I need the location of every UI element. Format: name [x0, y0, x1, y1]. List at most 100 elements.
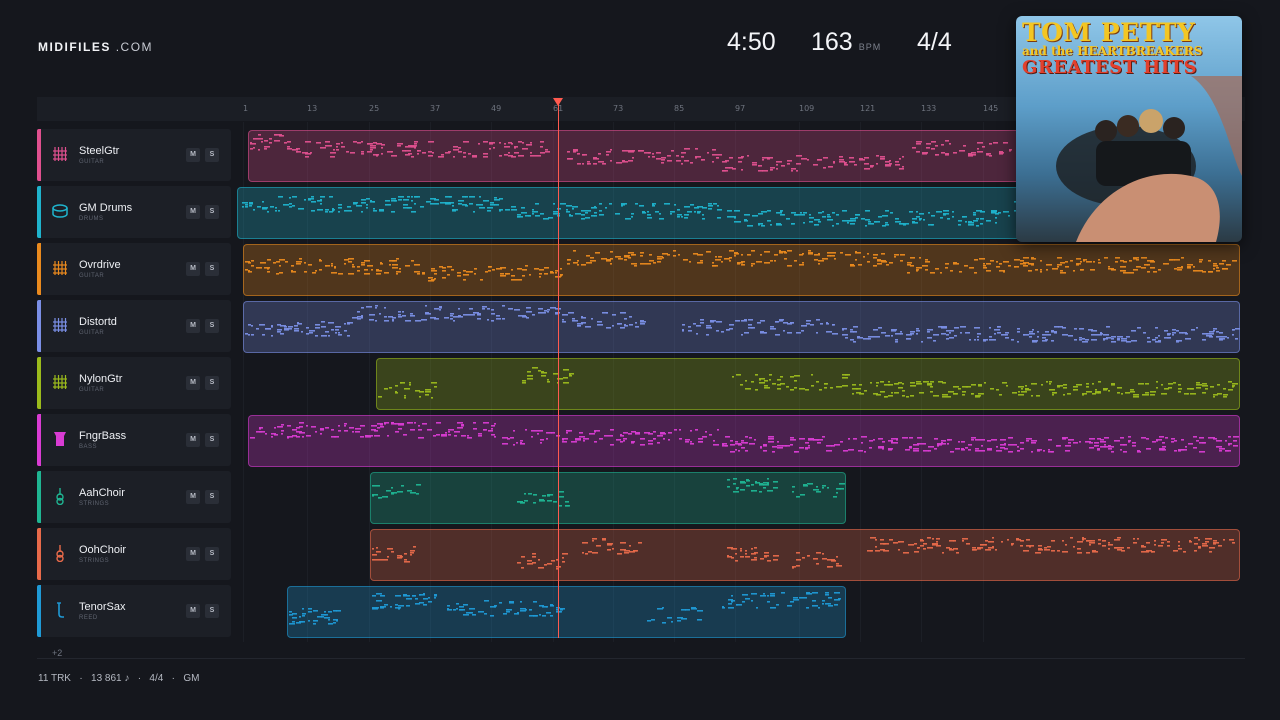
track-type: GUITAR	[79, 330, 105, 336]
ruler-tick: 121	[860, 104, 876, 113]
track-header[interactable]: FngrBass BASS M S	[37, 414, 231, 466]
grid-line	[430, 122, 431, 642]
mute-button[interactable]: M	[186, 319, 200, 333]
solo-button[interactable]: S	[205, 205, 219, 219]
track-header[interactable]: SteelGtr GUITAR M S	[37, 129, 231, 181]
guitar-grid-icon	[51, 316, 69, 334]
solo-button[interactable]: S	[205, 262, 219, 276]
midi-clip[interactable]	[370, 529, 1240, 581]
track-header[interactable]: AahChoir STRINGS M S	[37, 471, 231, 523]
tempo-display: 163 BPM	[811, 28, 881, 57]
solo-button[interactable]: S	[205, 148, 219, 162]
solo-button[interactable]: S	[205, 604, 219, 618]
solo-button[interactable]: S	[205, 490, 219, 504]
ruler-tick: 13	[307, 104, 318, 113]
song-duration: 4:50	[727, 28, 776, 56]
track-name: TenorSax	[79, 601, 126, 613]
grid-line	[674, 122, 675, 642]
album-title: GREATEST HITS	[1022, 57, 1198, 78]
playhead[interactable]	[558, 100, 559, 638]
grid-line	[369, 122, 370, 642]
midi-clip[interactable]	[243, 301, 1240, 353]
more-tracks-indicator[interactable]: +2	[52, 648, 63, 658]
guitar-grid-icon	[51, 145, 69, 163]
track-header[interactable]: Ovrdrive GUITAR M S	[37, 243, 231, 295]
mute-button[interactable]: M	[186, 490, 200, 504]
grid-line	[613, 122, 614, 642]
track-color-bar	[37, 414, 41, 466]
brand-name: MIDIFILES	[38, 40, 111, 54]
brand-domain: .COM	[115, 40, 154, 54]
grid-line	[983, 122, 984, 642]
mute-button[interactable]: M	[186, 433, 200, 447]
playhead-handle[interactable]	[553, 98, 563, 106]
track-color-bar	[37, 243, 41, 295]
grid-line	[553, 122, 554, 642]
ruler-tick: 97	[735, 104, 746, 113]
violin-icon	[51, 544, 69, 563]
grid-line	[799, 122, 800, 642]
grid-line	[921, 122, 922, 642]
mute-button[interactable]: M	[186, 205, 200, 219]
ruler-tick: 109	[799, 104, 815, 113]
track-header[interactable]: GM Drums DRUMS M S	[37, 186, 231, 238]
ruler-tick: 85	[674, 104, 685, 113]
tempo-value: 163	[811, 28, 853, 56]
track-header[interactable]: OohChoir STRINGS M S	[37, 528, 231, 580]
track-color-bar	[37, 585, 41, 637]
note-count: 13 861 ♪	[91, 673, 130, 684]
track-color-bar	[37, 528, 41, 580]
track-name: AahChoir	[79, 487, 125, 499]
solo-button[interactable]: S	[205, 319, 219, 333]
midi-standard: GM	[183, 673, 200, 684]
footer-sep: ·	[171, 673, 176, 684]
midi-clip[interactable]	[370, 472, 846, 524]
track-name: Ovrdrive	[79, 259, 121, 271]
tempo-unit: BPM	[858, 42, 882, 52]
album-artist: TOM PETTY	[1022, 18, 1196, 47]
time-signature: 4/4	[917, 28, 952, 56]
track-name: SteelGtr	[79, 145, 120, 157]
footer-sep: ·	[79, 673, 83, 684]
guitar-grid-icon	[51, 259, 69, 277]
sax-icon	[51, 601, 69, 619]
footer-sep: ·	[137, 673, 142, 684]
grid-line	[491, 122, 492, 642]
bass-icon	[51, 430, 69, 448]
track-header[interactable]: NylonGtr GUITAR M S	[37, 357, 231, 409]
track-count: 11 TRK	[38, 673, 71, 684]
footer-signature: 4/4	[149, 673, 164, 684]
track-type: REED	[79, 615, 98, 621]
track-type: DRUMS	[79, 216, 104, 222]
midi-clip[interactable]	[376, 358, 1240, 410]
violin-icon	[51, 487, 69, 506]
grid-line	[307, 122, 308, 642]
track-header[interactable]: Distortd GUITAR M S	[37, 300, 231, 352]
track-name: Distortd	[79, 316, 117, 328]
track-type: STRINGS	[79, 558, 110, 564]
mute-button[interactable]: M	[186, 547, 200, 561]
footer-info: 11 TRK · 13 861 ♪ · 4/4 · GM	[38, 673, 199, 684]
ruler-tick: 133	[921, 104, 937, 113]
midi-clip[interactable]	[287, 586, 846, 638]
ruler-tick: 1	[243, 104, 249, 113]
solo-button[interactable]: S	[205, 433, 219, 447]
footer-divider	[37, 658, 1245, 659]
mute-button[interactable]: M	[186, 262, 200, 276]
album-cover: TOM PETTY and the HEARTBREAKERS GREATEST…	[1016, 16, 1242, 242]
track-header[interactable]: TenorSax REED M S	[37, 585, 231, 637]
track-type: GUITAR	[79, 387, 105, 393]
mute-button[interactable]: M	[186, 148, 200, 162]
mute-button[interactable]: M	[186, 376, 200, 390]
track-color-bar	[37, 357, 41, 409]
track-type: GUITAR	[79, 273, 105, 279]
solo-button[interactable]: S	[205, 376, 219, 390]
track-name: NylonGtr	[79, 373, 123, 385]
brand-logo[interactable]: MIDIFILES .COM	[38, 40, 153, 54]
guitar-grid-icon	[51, 373, 69, 391]
mute-button[interactable]: M	[186, 604, 200, 618]
ruler-tick: 145	[983, 104, 999, 113]
grid-line	[243, 122, 244, 642]
solo-button[interactable]: S	[205, 547, 219, 561]
ruler-tick: 25	[369, 104, 380, 113]
